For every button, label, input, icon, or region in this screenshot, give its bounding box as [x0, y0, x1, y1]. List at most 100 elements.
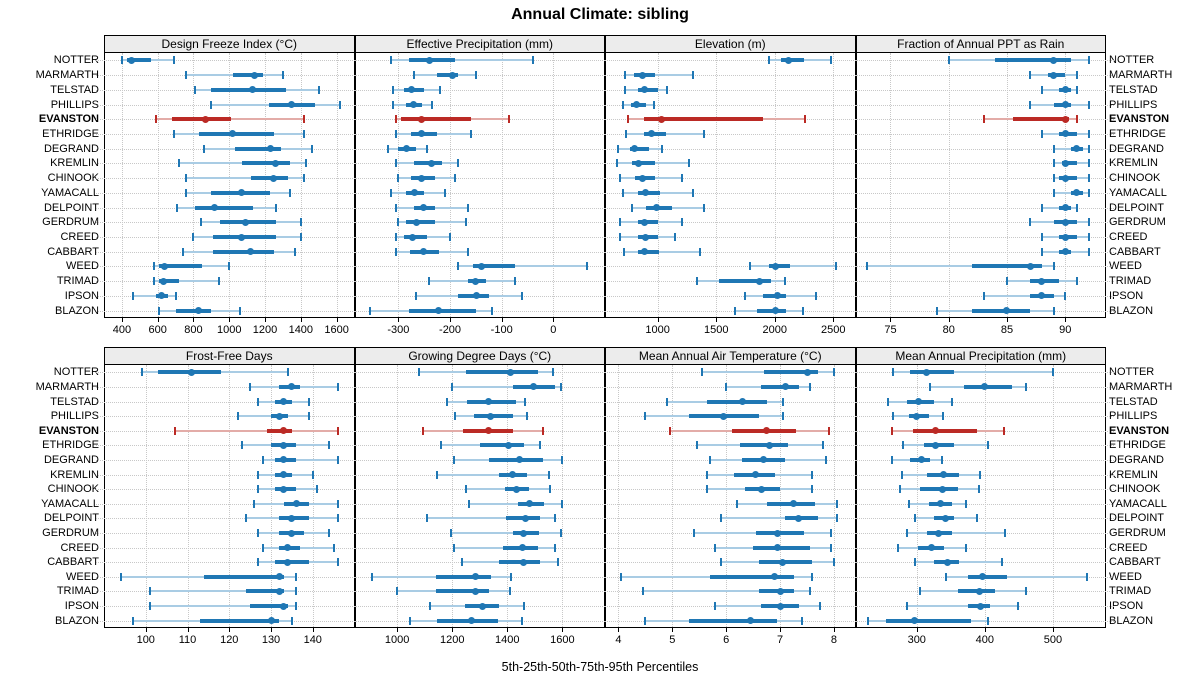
grid-line-v	[300, 53, 302, 317]
whisker-cap	[257, 529, 260, 538]
median-dot	[411, 189, 419, 197]
axis-tick	[657, 318, 659, 322]
whisker-range	[174, 429, 338, 432]
whisker-box	[127, 58, 151, 63]
median-dot	[505, 441, 513, 449]
station-label: PHILLIPS	[50, 98, 99, 111]
grid-line-h	[855, 89, 1114, 91]
whisker-cap	[261, 455, 264, 464]
median-dot	[803, 368, 811, 376]
median-dot	[941, 514, 949, 522]
whisker-cap	[443, 188, 446, 197]
grid-line-h	[354, 178, 605, 180]
axis-tick-label: 2000	[762, 324, 787, 336]
whisker-cap	[559, 382, 562, 391]
whisker-cap	[1087, 174, 1090, 183]
axis-tick-label: 800	[184, 324, 203, 336]
whisker-cap	[199, 218, 202, 227]
median-dot	[1061, 115, 1069, 123]
grid-line-h	[605, 178, 856, 180]
grid-line-h	[855, 518, 1114, 520]
axis-tick	[145, 628, 147, 632]
grid-line-h	[354, 222, 605, 224]
grid-line-h	[96, 489, 355, 491]
whisker-cap	[513, 277, 516, 286]
station-label: WEED	[66, 260, 99, 273]
station-label: PHILLIPS	[50, 410, 99, 423]
axis-tick	[1065, 318, 1067, 322]
grid-line-v	[229, 53, 231, 317]
median-dot	[407, 86, 415, 94]
median-dot	[1061, 233, 1069, 241]
whisker-cap	[830, 529, 833, 538]
whisker-cap	[467, 203, 470, 212]
whisker-cap	[1052, 159, 1055, 168]
median-dot	[449, 71, 457, 79]
station-label: DELPOINT	[43, 512, 99, 525]
median-dot	[161, 262, 169, 270]
axis-tick-label: 1600	[550, 634, 575, 646]
whisker-box	[406, 220, 435, 225]
whisker-cap	[1087, 144, 1090, 153]
whisker-range	[867, 265, 1054, 268]
whisker-box	[250, 604, 288, 609]
whisker-range	[983, 294, 1066, 297]
grid-line-v	[726, 365, 728, 627]
whisker-cap	[131, 291, 134, 300]
station-label: DEGRAND	[43, 453, 99, 466]
grid-line-v	[916, 365, 918, 627]
axis-tick-label: 75	[884, 324, 897, 336]
axis-tick	[157, 318, 159, 322]
whisker-range	[154, 280, 219, 283]
whisker-cap	[371, 572, 374, 581]
median-dot	[943, 558, 951, 566]
whisker-cap	[1087, 233, 1090, 242]
whisker-box	[995, 58, 1072, 63]
whisker-cap	[396, 587, 399, 596]
grid-line-h	[855, 133, 1114, 135]
whisker-cap	[238, 306, 241, 315]
axis-tick-label: -300	[387, 324, 410, 336]
station-label: YAMACALL	[1109, 497, 1167, 510]
median-dot	[630, 145, 638, 153]
median-dot	[1061, 218, 1069, 226]
median-dot	[1073, 189, 1081, 197]
axis-tick	[1052, 628, 1054, 632]
median-dot	[776, 602, 784, 610]
median-dot	[266, 145, 274, 153]
whisker-cap	[394, 247, 397, 256]
median-dot	[506, 368, 514, 376]
grid-line-h	[96, 445, 355, 447]
whisker-cap	[294, 247, 297, 256]
whisker-range	[720, 517, 837, 520]
whisker-cap	[691, 188, 694, 197]
whisker-cap	[438, 85, 441, 94]
panel-strip: Mean Annual Air Temperature (°C)	[605, 347, 856, 365]
station-label: CHINOOK	[1109, 483, 1161, 496]
grid-line-h	[605, 251, 856, 253]
panel-plot	[354, 52, 605, 318]
station-label: CREED	[1109, 231, 1148, 244]
whisker-range	[457, 265, 587, 268]
whisker-cap	[644, 412, 647, 421]
whisker-cap	[767, 56, 770, 65]
grid-line-h	[96, 401, 355, 403]
whisker-cap	[936, 306, 939, 315]
whisker-cap	[154, 115, 157, 124]
station-label: CHINOOK	[1109, 172, 1161, 185]
whisker-box	[631, 161, 656, 166]
axis-tick-label: 0	[550, 324, 557, 336]
median-dot	[790, 500, 798, 508]
whisker-cap	[389, 188, 392, 197]
median-dot	[772, 307, 780, 315]
grid-line-v	[984, 365, 986, 627]
whisker-cap	[1029, 218, 1032, 227]
grid-line-v	[774, 53, 776, 317]
station-label: NOTTER	[1109, 54, 1155, 67]
whisker-cap	[832, 368, 835, 377]
whisker-box	[768, 264, 790, 269]
whisker-cap	[890, 426, 893, 435]
whisker-cap	[236, 412, 239, 421]
median-dot	[911, 617, 919, 625]
median-dot	[284, 544, 292, 552]
